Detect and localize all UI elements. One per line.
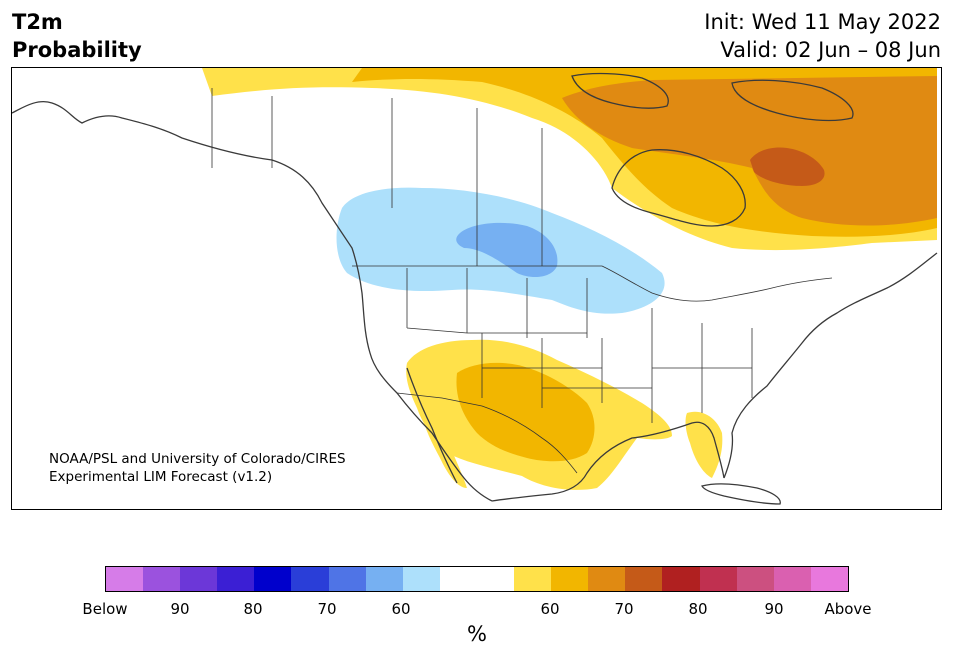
fill-above-60-florida bbox=[685, 411, 723, 478]
colorbar-tick-label: 70 bbox=[317, 600, 337, 618]
hudson-bay bbox=[611, 149, 746, 227]
west-coast bbox=[12, 101, 493, 502]
variable-label: T2m bbox=[12, 10, 63, 34]
us-mexico-border bbox=[396, 392, 578, 474]
baja-coast bbox=[406, 367, 458, 484]
colorbar-tick-label: 70 bbox=[614, 600, 634, 618]
colorbar-tick-label: Above bbox=[824, 600, 872, 618]
colorbar-tick-label: 80 bbox=[688, 600, 708, 618]
colorbar-segment bbox=[291, 567, 329, 591]
state-lines bbox=[406, 268, 753, 423]
colorbar-tick-label: Below bbox=[82, 600, 128, 618]
valid-range: Valid: 02 Jun – 08 Jun bbox=[720, 38, 941, 62]
colorbar-segment bbox=[625, 567, 663, 591]
colorbar-tick-label: 60 bbox=[391, 600, 411, 618]
canada-us-border bbox=[352, 265, 833, 302]
map-title: T2m Probability bbox=[12, 8, 142, 64]
colorbar-segment bbox=[514, 567, 552, 591]
colorbar-tick-label: 90 bbox=[170, 600, 190, 618]
credit-line-1: NOAA/PSL and University of Colorado/CIRE… bbox=[49, 451, 346, 467]
colorbar-tick-label: 90 bbox=[764, 600, 784, 618]
colorbar-segment bbox=[662, 567, 700, 591]
fill-below-70 bbox=[456, 222, 558, 278]
forecast-map bbox=[11, 67, 942, 510]
fill-above-70-south bbox=[456, 362, 595, 462]
arctic-islands bbox=[571, 72, 854, 122]
colorbar-segment bbox=[143, 567, 181, 591]
colorbar-segment bbox=[476, 567, 515, 591]
colorbar-segment bbox=[217, 567, 255, 591]
colorbar-unit: % bbox=[467, 622, 487, 646]
credit-text: NOAA/PSL and University of Colorado/CIRE… bbox=[49, 450, 346, 486]
colorbar-segment bbox=[773, 567, 811, 591]
province-lines bbox=[211, 88, 543, 266]
colorbar-segment bbox=[551, 567, 589, 591]
forecast-dates: Init: Wed 11 May 2022 Valid: 02 Jun – 08… bbox=[704, 8, 941, 64]
colorbar-tick-label: 80 bbox=[243, 600, 263, 618]
product-label: Probability bbox=[12, 38, 142, 62]
colorbar bbox=[105, 566, 849, 592]
credit-line-2: Experimental LIM Forecast (v1.2) bbox=[49, 469, 273, 485]
gulf-coast bbox=[491, 421, 725, 502]
colorbar-segment bbox=[439, 567, 477, 591]
political-borders bbox=[211, 88, 833, 474]
colorbar-segment bbox=[106, 567, 144, 591]
colorbar-segment bbox=[254, 567, 292, 591]
colorbar-segment bbox=[810, 567, 848, 591]
colorbar-segment bbox=[588, 567, 626, 591]
colorbar-segment bbox=[699, 567, 737, 591]
colorbar-segment bbox=[402, 567, 440, 591]
colorbar-segment bbox=[180, 567, 218, 591]
fill-above-90-north bbox=[750, 147, 825, 186]
colorbar-segment bbox=[365, 567, 403, 591]
map-canvas bbox=[12, 68, 938, 505]
colorbar-segment bbox=[736, 567, 774, 591]
cuba bbox=[701, 483, 781, 505]
colorbar-segment bbox=[328, 567, 366, 591]
coastlines bbox=[12, 72, 938, 505]
fill-above-80-north bbox=[562, 76, 937, 226]
colorbar-tick-label: 60 bbox=[540, 600, 560, 618]
east-coast bbox=[723, 252, 938, 479]
probability-fills bbox=[202, 68, 937, 490]
init-date: Init: Wed 11 May 2022 bbox=[704, 10, 941, 34]
